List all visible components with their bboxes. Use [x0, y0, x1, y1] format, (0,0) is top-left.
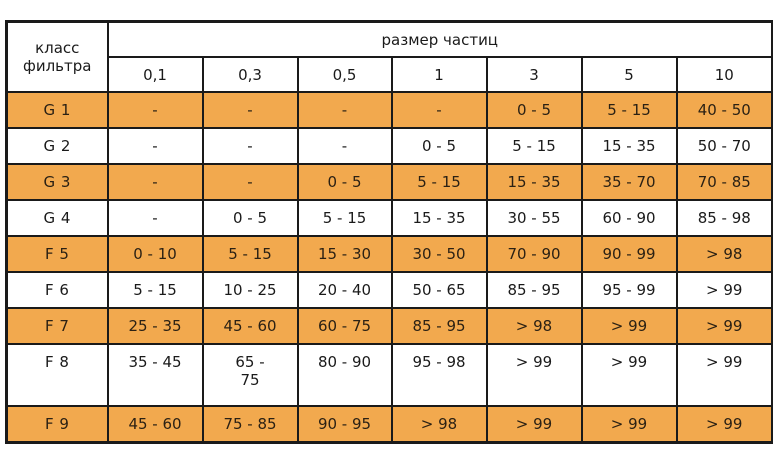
efficiency-cell: > 99: [675, 343, 773, 407]
filter-class-cell: F 8: [5, 343, 109, 407]
efficiency-cell: 40 - 50: [675, 91, 773, 129]
efficiency-cell: 10 - 25: [201, 271, 299, 309]
efficiency-cell: 25 - 35: [106, 307, 204, 345]
efficiency-value: 65 - 75: [235, 353, 265, 389]
efficiency-cell: -: [106, 91, 204, 129]
efficiency-cell: 65 - 75: [201, 343, 299, 407]
efficiency-cell: 0 - 5: [296, 163, 393, 201]
efficiency-cell: -: [296, 91, 393, 129]
efficiency-cell: > 98: [390, 405, 488, 444]
efficiency-cell: 30 - 55: [485, 199, 583, 237]
filter-class-cell: G 4: [5, 199, 109, 237]
efficiency-cell: > 99: [580, 343, 678, 407]
efficiency-cell: -: [390, 91, 488, 129]
efficiency-cell: 45 - 60: [201, 307, 299, 345]
efficiency-cell: 30 - 50: [390, 235, 488, 273]
efficiency-cell: 85 - 98: [675, 199, 773, 237]
efficiency-cell: > 99: [675, 405, 773, 444]
filter-class-cell: G 1: [5, 91, 109, 129]
efficiency-cell: > 99: [580, 405, 678, 444]
size-header-0-1: 0,1: [106, 56, 204, 93]
efficiency-cell: 90 - 99: [580, 235, 678, 273]
efficiency-cell: 75 - 85: [201, 405, 299, 444]
efficiency-cell: -: [201, 91, 299, 129]
filter-class-cell: F 6: [5, 271, 109, 309]
table-row: F 7 25 - 35 45 - 60 60 - 75 85 - 95 > 98 > 99 >…: [5, 307, 773, 345]
efficiency-cell: -: [106, 199, 204, 237]
table-row: F 9 45 - 60 75 - 85 90 - 95 > 98 > 99 > 99 > 99: [5, 405, 773, 444]
efficiency-cell: 60 - 75: [296, 307, 393, 345]
efficiency-cell: 5 - 15: [296, 199, 393, 237]
filter-class-cell: F 9: [5, 405, 109, 444]
size-header-3: 3: [485, 56, 583, 93]
efficiency-cell: 35 - 70: [580, 163, 678, 201]
efficiency-cell: 5 - 15: [580, 91, 678, 129]
efficiency-cell: 0 - 10: [106, 235, 204, 273]
efficiency-cell: > 98: [675, 235, 773, 273]
size-header-10: 10: [675, 56, 773, 93]
table-row: F 8 35 - 45 65 - 75 80 - 90 95 - 98 > 99 > 99 >…: [5, 343, 773, 407]
filter-class-cell: F 7: [5, 307, 109, 345]
efficiency-cell: 5 - 15: [201, 235, 299, 273]
efficiency-cell: 90 - 95: [296, 405, 393, 444]
size-header-5: 5: [580, 56, 678, 93]
efficiency-cell: 45 - 60: [106, 405, 204, 444]
efficiency-cell: > 99: [485, 405, 583, 444]
efficiency-cell: 15 - 35: [580, 127, 678, 165]
efficiency-cell: 70 - 90: [485, 235, 583, 273]
efficiency-cell: 0 - 5: [390, 127, 488, 165]
efficiency-cell: 95 - 98: [390, 343, 488, 407]
filter-class-header: класс фильтра: [5, 20, 109, 93]
efficiency-cell: 60 - 90: [580, 199, 678, 237]
efficiency-cell: > 99: [675, 271, 773, 309]
efficiency-cell: 50 - 70: [675, 127, 773, 165]
efficiency-cell: 20 - 40: [296, 271, 393, 309]
efficiency-cell: -: [106, 163, 204, 201]
efficiency-cell: -: [201, 163, 299, 201]
efficiency-cell: 15 - 35: [485, 163, 583, 201]
filter-class-cell: G 2: [5, 127, 109, 165]
particle-size-group-header: размер частиц: [106, 20, 773, 58]
filter-class-table: класс фильтра размер частиц 0,1 0,3 0,5 …: [5, 20, 773, 444]
size-header-1: 1: [390, 56, 488, 93]
efficiency-cell: 70 - 85: [675, 163, 773, 201]
efficiency-cell: -: [201, 127, 299, 165]
size-header-0-5: 0,5: [296, 56, 393, 93]
efficiency-cell: -: [296, 127, 393, 165]
efficiency-cell: 15 - 30: [296, 235, 393, 273]
efficiency-cell: 85 - 95: [485, 271, 583, 309]
efficiency-cell: > 99: [675, 307, 773, 345]
efficiency-cell: > 99: [485, 343, 583, 407]
efficiency-cell: 5 - 15: [390, 163, 488, 201]
efficiency-cell: 15 - 35: [390, 199, 488, 237]
efficiency-cell: > 99: [580, 307, 678, 345]
efficiency-cell: 35 - 45: [106, 343, 204, 407]
efficiency-cell: > 98: [485, 307, 583, 345]
efficiency-cell: 80 - 90: [296, 343, 393, 407]
filter-class-cell: F 5: [5, 235, 109, 273]
efficiency-cell: 95 - 99: [580, 271, 678, 309]
efficiency-cell: 0 - 5: [201, 199, 299, 237]
efficiency-cell: 5 - 15: [106, 271, 204, 309]
efficiency-cell: 5 - 15: [485, 127, 583, 165]
efficiency-cell: 50 - 65: [390, 271, 488, 309]
efficiency-cell: 0 - 5: [485, 91, 583, 129]
filter-class-cell: G 3: [5, 163, 109, 201]
efficiency-cell: -: [106, 127, 204, 165]
efficiency-cell: 85 - 95: [390, 307, 488, 345]
size-header-0-3: 0,3: [201, 56, 299, 93]
